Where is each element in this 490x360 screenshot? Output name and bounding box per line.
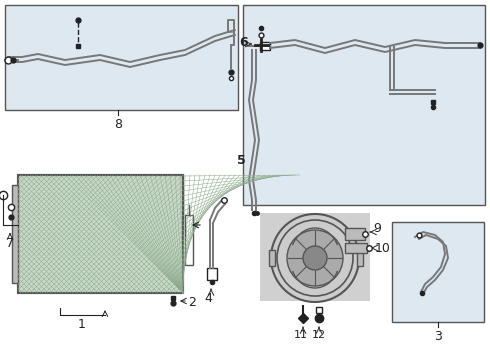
Circle shape — [287, 230, 343, 286]
Text: 10: 10 — [375, 242, 391, 255]
Bar — [345, 228, 365, 240]
Bar — [207, 268, 217, 280]
Text: 11: 11 — [294, 330, 308, 340]
Bar — [357, 250, 363, 266]
Bar — [345, 243, 367, 253]
Text: 6: 6 — [240, 36, 248, 49]
Text: 12: 12 — [312, 330, 326, 340]
Bar — [18, 175, 183, 293]
Text: 3: 3 — [434, 330, 442, 343]
Text: 9: 9 — [373, 221, 381, 234]
Text: 1: 1 — [78, 318, 86, 331]
Text: 7: 7 — [6, 237, 14, 250]
Circle shape — [271, 214, 359, 302]
Text: 2: 2 — [188, 297, 196, 310]
Circle shape — [303, 246, 327, 270]
Bar — [243, 5, 485, 205]
Bar — [260, 213, 370, 301]
Bar — [18, 175, 183, 293]
Bar — [392, 222, 484, 322]
Text: 5: 5 — [237, 153, 245, 166]
Bar — [12, 185, 18, 283]
Bar — [260, 42, 270, 50]
Bar — [185, 215, 193, 265]
Text: 8: 8 — [114, 118, 122, 131]
Text: 4: 4 — [204, 292, 212, 305]
Bar — [5, 5, 238, 110]
Bar — [269, 250, 275, 266]
